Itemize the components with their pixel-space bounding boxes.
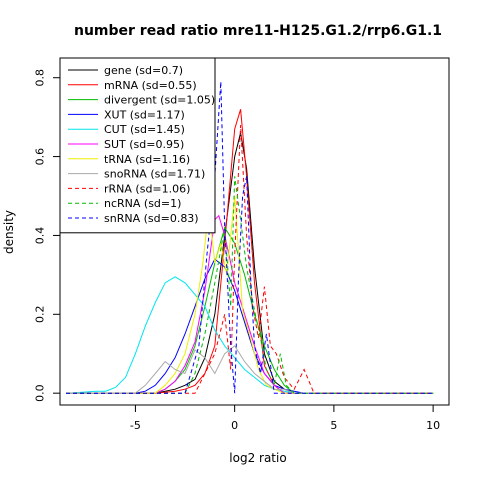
legend-entry: gene (sd=0.7) bbox=[104, 64, 183, 77]
legend-entry: rRNA (sd=1.06) bbox=[104, 182, 190, 195]
x-tick-label: 10 bbox=[426, 419, 440, 432]
x-tick-label: 0 bbox=[231, 419, 238, 432]
legend-entry: snRNA (sd=0.83) bbox=[104, 212, 199, 225]
legend: gene (sd=0.7) mRNA (sd=0.55) divergent (sd… bbox=[59, 57, 216, 234]
series-line-7 bbox=[66, 195, 434, 394]
series-line-6 bbox=[66, 214, 434, 394]
y-tick-label: 0.4 bbox=[34, 227, 47, 245]
y-tick-label: 0.2 bbox=[34, 306, 47, 324]
legend-entry: ncRNA (sd=1) bbox=[104, 197, 181, 210]
legend-entry: mRNA (sd=0.55) bbox=[104, 79, 197, 92]
legend-entry: snoRNA (sd=1.71) bbox=[104, 168, 205, 181]
series-line-4 bbox=[66, 258, 434, 394]
x-tick-label: 5 bbox=[330, 419, 337, 432]
legend-entry: tRNA (sd=1.16) bbox=[104, 153, 190, 166]
series-line-5 bbox=[65, 276, 434, 394]
y-tick-label: 0.8 bbox=[34, 69, 47, 87]
y-tick-label: 0.0 bbox=[34, 384, 47, 402]
chart-title: number read ratio mre11-H125.G1.2/rrp6.G… bbox=[74, 23, 442, 39]
legend-entry: XUT (sd=1.17) bbox=[104, 108, 185, 121]
y-tick-label: 0.6 bbox=[34, 148, 47, 166]
legend-entry: divergent (sd=1.05) bbox=[104, 94, 215, 107]
legend-entry: SUT (sd=0.95) bbox=[104, 138, 184, 151]
y-axis-label: density bbox=[2, 210, 16, 254]
legend-entry: CUT (sd=1.45) bbox=[104, 123, 185, 136]
plot-series-group bbox=[65, 81, 434, 394]
x-axis-label: log2 ratio bbox=[229, 451, 286, 465]
x-tick-label: -5 bbox=[130, 419, 141, 432]
series-line-8 bbox=[66, 345, 434, 394]
series-line-10 bbox=[66, 176, 434, 394]
